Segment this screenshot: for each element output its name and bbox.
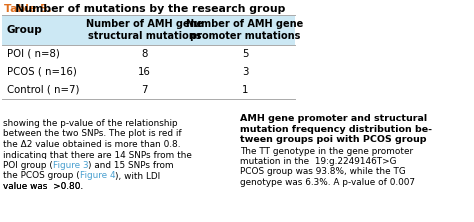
Text: Table 5.: Table 5. — [4, 4, 52, 14]
Text: indicating that there are 14 SNPs from the: indicating that there are 14 SNPs from t… — [3, 151, 192, 159]
Text: between the two SNPs. The plot is red if: between the two SNPs. The plot is red if — [3, 129, 182, 139]
Bar — [2, 159, 239, 170]
Text: PCOS ( n=16): PCOS ( n=16) — [7, 67, 77, 77]
Bar — [2, 15, 295, 45]
Text: 8: 8 — [141, 49, 148, 59]
Text: The TT genotype in the gene promoter: The TT genotype in the gene promoter — [240, 147, 413, 155]
Text: 1: 1 — [242, 85, 248, 95]
Text: the PCOS group (Figure 4), with LDI: the PCOS group (Figure 4), with LDI — [3, 172, 161, 180]
Text: Control ( n=7): Control ( n=7) — [7, 85, 80, 95]
Text: genotype was 6.3%. A p-value of 0.007: genotype was 6.3%. A p-value of 0.007 — [240, 178, 415, 187]
Text: value was  >0.80.: value was >0.80. — [3, 182, 83, 191]
Text: POI group (Figure 3) and 15 SNPs from: POI group (Figure 3) and 15 SNPs from — [3, 161, 174, 170]
Text: mutation in the  19:g.2249146T>G: mutation in the 19:g.2249146T>G — [240, 157, 396, 166]
Text: Number of mutations by the research group: Number of mutations by the research grou… — [4, 4, 285, 14]
Text: Figure 3: Figure 3 — [53, 161, 89, 170]
Text: Number of AMH gene
structural mutations: Number of AMH gene structural mutations — [86, 19, 203, 41]
Bar — [2, 63, 295, 81]
Text: showing the p-value of the relationship: showing the p-value of the relationship — [3, 119, 178, 128]
Text: POI ( n=8): POI ( n=8) — [7, 49, 60, 59]
Text: ) and 15 SNPs from: ) and 15 SNPs from — [89, 161, 174, 170]
Text: 3: 3 — [242, 67, 248, 77]
Text: 7: 7 — [141, 85, 148, 95]
Text: Figure 4: Figure 4 — [80, 172, 115, 180]
Text: value was  >0.80.: value was >0.80. — [3, 182, 83, 191]
Text: tween groups poi with PCOS group: tween groups poi with PCOS group — [240, 135, 427, 144]
Text: POI group (: POI group ( — [3, 161, 53, 170]
Text: mutation frequency distribution be-: mutation frequency distribution be- — [240, 125, 432, 133]
Text: the Δ2 value obtained is more than 0.8.: the Δ2 value obtained is more than 0.8. — [3, 140, 181, 149]
Text: ), with LDI: ), with LDI — [115, 172, 161, 180]
Text: Number of AMH gene
promoter mutations: Number of AMH gene promoter mutations — [186, 19, 304, 41]
Text: POI group (: POI group ( — [3, 161, 53, 170]
Text: PCOS group was 93.8%, while the TG: PCOS group was 93.8%, while the TG — [240, 168, 406, 176]
Text: 16: 16 — [138, 67, 151, 77]
Bar — [2, 45, 295, 63]
Bar — [2, 81, 295, 99]
Text: the PCOS group (: the PCOS group ( — [3, 172, 80, 180]
Text: POI group (: POI group ( — [3, 161, 53, 170]
Text: AMH gene promoter and structural: AMH gene promoter and structural — [240, 114, 427, 123]
Text: 5: 5 — [242, 49, 248, 59]
Text: Group: Group — [7, 25, 43, 35]
Bar — [2, 170, 239, 181]
